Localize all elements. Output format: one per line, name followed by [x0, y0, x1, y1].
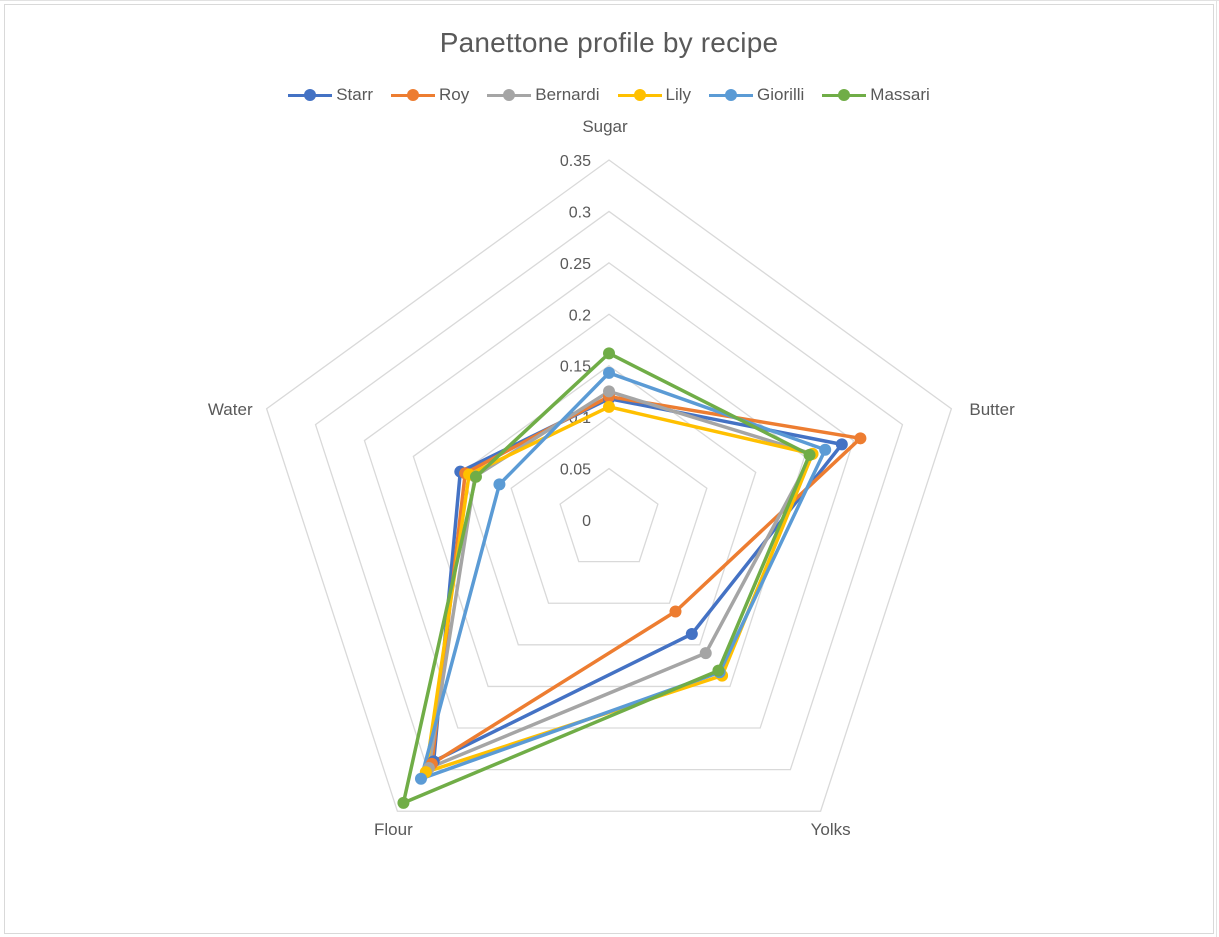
legend-label: Starr — [336, 85, 374, 104]
axis-label-flour: Flour — [374, 820, 413, 839]
legend-item-giorilli[interactable]: Giorilli — [709, 85, 804, 105]
series-line-giorilli[interactable] — [419, 371, 827, 781]
data-point-giorilli[interactable] — [819, 443, 832, 456]
legend-swatch — [288, 86, 333, 104]
grid-ring — [265, 159, 953, 812]
series-line-massari[interactable] — [401, 351, 812, 805]
data-point-massari[interactable] — [712, 664, 725, 677]
data-point-massari[interactable] — [469, 470, 482, 483]
series-line-starr[interactable] — [431, 396, 844, 764]
tick-label: 0.2 — [569, 307, 591, 324]
grid-ring — [559, 467, 659, 563]
data-point-roy[interactable] — [669, 605, 682, 618]
legend-swatch — [391, 86, 436, 104]
axis-label-water: Water — [208, 400, 253, 419]
data-point-bernardi[interactable] — [603, 385, 615, 398]
tick-label: 0.25 — [560, 256, 591, 273]
data-point-giorilli[interactable] — [603, 366, 615, 379]
data-point-giorilli[interactable] — [414, 772, 427, 785]
tick-label: 0.3 — [569, 204, 591, 221]
legend-label: Lily — [665, 85, 692, 104]
tick-label: 0.05 — [560, 462, 591, 479]
grid-ring — [412, 313, 806, 688]
tick-label: 0 — [582, 513, 591, 530]
tick-label: 0.15 — [560, 359, 591, 376]
legend-item-massari[interactable]: Massari — [822, 85, 930, 105]
legend-item-roy[interactable]: Roy — [391, 85, 469, 105]
grid-ring — [363, 262, 855, 729]
legend-label: Giorilli — [757, 85, 805, 104]
axis-label-yolks: Yolks — [811, 820, 851, 839]
legend[interactable]: Starr Roy Bernardi Lily Giorilli Massari — [5, 85, 1213, 105]
axis-label-butter: Butter — [969, 400, 1015, 419]
grid-ring — [510, 416, 708, 604]
grid-ring — [461, 364, 757, 646]
legend-swatch — [822, 86, 867, 104]
legend-item-lily[interactable]: Lily — [617, 85, 692, 105]
data-point-roy[interactable] — [854, 432, 867, 445]
data-point-bernardi[interactable] — [699, 647, 712, 660]
data-point-giorilli[interactable] — [493, 478, 506, 491]
legend-swatch — [487, 86, 532, 104]
legend-item-bernardi[interactable]: Bernardi — [487, 85, 600, 105]
axis-label-sugar: Sugar — [582, 117, 628, 136]
chart-title[interactable]: Panettone profile by recipe — [439, 27, 779, 58]
data-point-starr[interactable] — [835, 438, 848, 451]
data-point-starr[interactable] — [685, 628, 698, 641]
legend-item-starr[interactable]: Starr — [288, 85, 373, 105]
series-line-roy[interactable] — [430, 394, 863, 766]
tick-label: 0.35 — [560, 153, 591, 170]
data-point-lily[interactable] — [603, 400, 615, 413]
legend-label: Bernardi — [535, 85, 600, 104]
data-point-massari[interactable] — [803, 448, 816, 461]
legend-label: Massari — [870, 85, 930, 104]
data-point-massari[interactable] — [397, 796, 410, 809]
legend-swatch — [709, 86, 754, 104]
legend-label: Roy — [439, 85, 470, 104]
data-point-massari[interactable] — [603, 347, 615, 360]
legend-swatch — [617, 86, 662, 104]
grid-ring — [314, 210, 904, 771]
